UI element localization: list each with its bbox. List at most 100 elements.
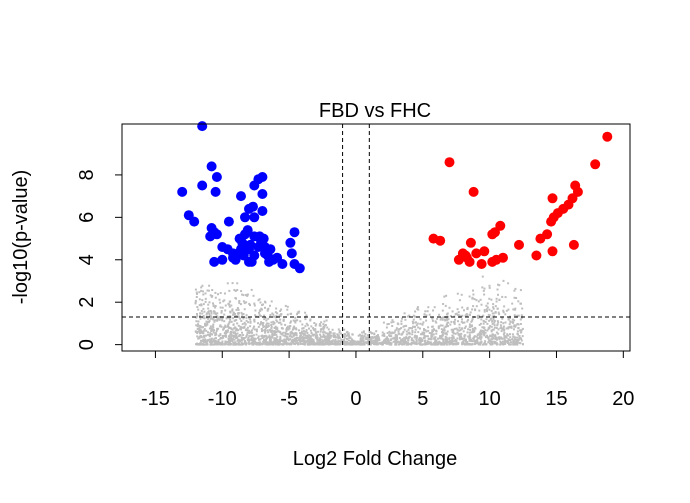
non-significant-point [480,318,483,321]
non-significant-point [208,284,211,287]
non-significant-point [281,327,283,330]
non-significant-point [471,318,474,321]
non-significant-point [240,320,243,322]
non-significant-point [267,325,270,327]
non-significant-point [215,319,217,322]
non-significant-point [459,328,462,331]
non-significant-point [511,337,514,340]
non-significant-point [366,334,369,337]
non-significant-point [225,342,227,345]
non-significant-point [374,338,377,340]
non-significant-point [519,331,522,334]
y-tick-label: 6 [76,212,98,223]
non-significant-point [240,290,243,293]
non-significant-point [444,332,447,335]
non-significant-point [271,312,274,315]
non-significant-point [485,304,488,307]
non-significant-point [295,334,298,337]
non-significant-point [249,318,252,321]
non-significant-point [246,329,249,332]
non-significant-point [405,336,408,339]
non-significant-point [326,342,329,345]
non-significant-point [456,331,459,334]
non-significant-point [479,330,482,333]
non-significant-point [394,337,397,340]
non-significant-point [323,331,326,334]
downregulated-point [217,254,228,265]
non-significant-point [250,329,253,332]
non-significant-point [345,331,348,334]
non-significant-point [473,339,476,342]
non-significant-point [516,341,519,344]
non-significant-point [270,329,273,332]
non-significant-point [516,330,519,333]
non-significant-point [267,331,270,334]
non-significant-point [482,314,485,317]
non-significant-point [444,341,446,344]
non-significant-point [439,341,441,344]
non-significant-point [491,319,494,322]
non-significant-point [230,331,233,334]
non-significant-point [235,315,238,318]
non-significant-point [460,293,463,296]
non-significant-point [244,323,247,326]
non-significant-point [207,339,210,342]
non-significant-point [241,293,244,296]
non-significant-point [450,342,453,345]
non-significant-point [247,336,250,339]
non-significant-point [318,342,321,345]
non-significant-point [463,327,466,330]
non-significant-point [238,334,241,337]
non-significant-point [213,343,215,346]
non-significant-point [479,342,482,344]
non-significant-point [229,336,232,339]
non-significant-point [503,305,506,308]
non-significant-point [283,343,286,346]
non-significant-point [466,306,469,309]
non-significant-point [514,287,517,290]
non-significant-point [325,332,328,335]
non-significant-point [333,332,336,335]
non-significant-point [387,323,390,325]
non-significant-point [246,326,249,329]
non-significant-point [363,335,366,338]
non-significant-point [481,286,484,289]
non-significant-point [427,326,430,329]
non-significant-point [329,331,332,334]
non-significant-point [372,339,375,342]
non-significant-point [264,317,267,320]
non-significant-point [332,339,335,342]
non-significant-point [228,300,231,303]
non-significant-point [465,342,468,345]
non-significant-point [312,328,315,331]
non-significant-point [298,310,301,313]
non-significant-point [322,325,325,328]
upregulated-point [464,256,475,267]
non-significant-point [275,330,278,333]
non-significant-point [473,329,476,332]
non-significant-point [285,330,288,333]
non-significant-point [483,326,486,329]
non-significant-point [325,319,328,322]
non-significant-point [517,300,520,303]
downregulated-point [286,248,297,259]
non-significant-point [323,335,326,338]
non-significant-point [214,337,217,340]
non-significant-point [254,314,257,317]
non-significant-point [305,337,308,340]
non-significant-point [399,341,402,344]
upregulated-point [471,248,482,259]
non-significant-point [331,342,334,345]
non-significant-point [394,333,397,336]
non-significant-point [217,343,220,346]
non-significant-point [442,303,445,305]
non-significant-point [445,325,448,328]
non-significant-point [334,339,337,341]
non-significant-point [464,343,467,346]
non-significant-point [412,314,415,317]
non-significant-point [374,336,377,338]
non-significant-point [421,331,424,334]
non-significant-point [209,317,212,320]
non-significant-point [479,298,482,301]
non-significant-point [348,339,350,342]
